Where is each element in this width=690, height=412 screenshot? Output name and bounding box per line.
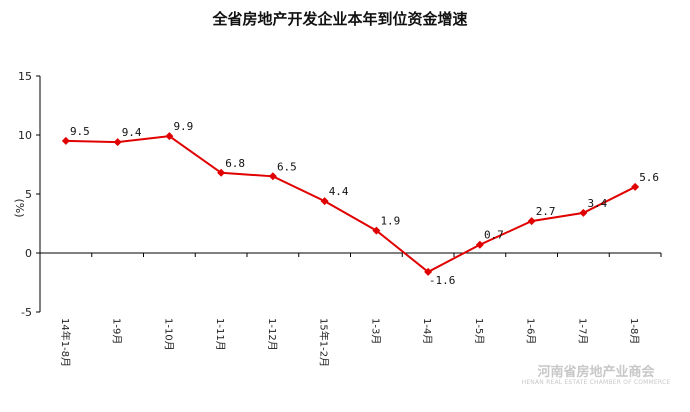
x-tick-label: 1-7月 — [576, 318, 588, 344]
data-point — [475, 240, 484, 249]
data-point — [320, 197, 329, 206]
data-point — [372, 226, 381, 235]
series-growth-rate — [61, 132, 640, 276]
data-label: 2.7 — [536, 205, 556, 218]
x-tick-label: 1-5月 — [473, 318, 485, 344]
watermark-cn: 河南省房地产业商会 — [537, 364, 655, 380]
y-tick-label: 0 — [25, 247, 32, 260]
data-label: 4.4 — [329, 185, 349, 198]
data-point — [113, 138, 122, 147]
data-label: 6.5 — [277, 160, 297, 173]
data-label: 0.7 — [484, 229, 504, 242]
x-tick-label: 1-9月 — [111, 318, 123, 344]
y-tick-label: -5 — [21, 306, 32, 319]
data-label: -1.6 — [429, 274, 456, 287]
watermark-en: HENAN REAL ESTATE CHAMBER OF COMMERCE — [522, 379, 671, 386]
y-tick-label: 5 — [25, 188, 32, 201]
data-labels: 9.5 9.4 9.9 6.8 6.5 4.4 1.9 -1.6 0.7 2.7 3.4 5.6 — [70, 120, 659, 287]
x-tick-label: 1-6月 — [525, 318, 537, 344]
watermark-logo: 河南省房地产业商会 HENAN REAL ESTATE CHAMBER OF C… — [522, 364, 671, 386]
data-label: 9.5 — [70, 125, 90, 138]
data-point — [527, 217, 536, 226]
data-point — [61, 136, 70, 145]
data-point — [579, 208, 588, 217]
data-label: 9.9 — [173, 120, 193, 133]
axes — [39, 76, 661, 312]
data-label: 9.4 — [122, 126, 142, 139]
data-label: 3.4 — [587, 197, 607, 210]
x-tick-label: 1-12月 — [266, 318, 278, 351]
x-axis-ticks: 14年1-8月 1-9月 1-10月 1-11月 1-12月 15年1-2月 1-3月 1-4… — [39, 253, 662, 367]
y-tick-label: 15 — [18, 70, 32, 83]
y-tick-label: 10 — [18, 129, 32, 142]
x-tick-label: 1-10月 — [162, 318, 174, 351]
chart-title: 全省房地产开发企业本年到位资金增速 — [211, 10, 467, 28]
data-point — [268, 172, 277, 181]
data-label: 6.8 — [225, 157, 245, 170]
data-label: 5.6 — [639, 171, 659, 184]
series-line — [65, 135, 636, 274]
data-point — [424, 267, 433, 276]
x-tick-label: 1-4月 — [421, 318, 433, 344]
x-tick-label: 1-8月 — [628, 318, 640, 344]
data-label: 1.9 — [380, 215, 400, 228]
y-axis-ticks: 15 10 5 0 -5 — [18, 70, 40, 319]
x-tick-label: 15年1-2月 — [318, 318, 331, 367]
x-tick-label: 1-3月 — [369, 318, 381, 344]
data-point — [217, 168, 226, 177]
data-point — [165, 132, 174, 141]
data-point — [631, 182, 640, 191]
x-tick-label: 1-11月 — [214, 318, 226, 351]
x-tick-label: 14年1-8月 — [59, 318, 72, 367]
y-axis-label: (%) — [13, 198, 26, 217]
